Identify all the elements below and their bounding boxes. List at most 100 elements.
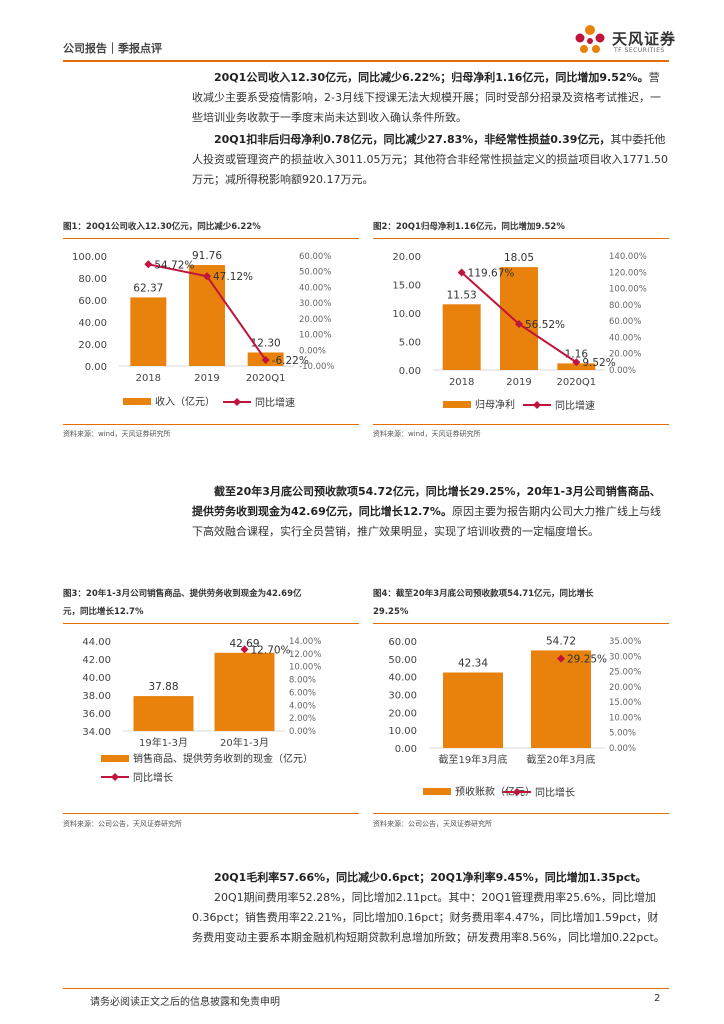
growth-rate-point	[240, 645, 249, 654]
paragraph-margins: 20Q1毛利率57.66%，同比减少0.6pct；20Q1净利率9.45%，同比…	[192, 868, 669, 948]
y-axis-right-tick-label: 140.00%	[609, 252, 647, 262]
y-axis-left-tick-label: 40.00	[78, 318, 107, 329]
y-axis-left-tick-label: 34.00	[82, 727, 111, 738]
bar	[442, 304, 481, 370]
logo-english-text: TF SECURITIES	[614, 47, 665, 54]
y-axis-right-tick-label: 25.00%	[609, 668, 641, 678]
y-axis-right-tick-label: 0.00%	[609, 744, 636, 754]
growth-rate-point	[557, 654, 565, 663]
growth-rate-label: 47.12%	[213, 271, 253, 283]
y-axis-left-tick-label: 80.00	[78, 274, 107, 285]
y-axis-right-tick-label: 10.00%	[299, 331, 331, 341]
bar	[557, 363, 596, 370]
y-axis-left-tick-label: 36.00	[82, 709, 111, 720]
bar-value-label: 42.69	[229, 638, 259, 650]
y-axis-left-tick-label: 30.00	[388, 691, 417, 702]
y-axis-right-tick-label: 50.00%	[299, 268, 331, 278]
growth-rate-label: -6.22%	[272, 355, 309, 367]
figure-2: 图2：20Q1归母净利1.16亿元，同比增加9.52% 20.00 15.00 10…	[373, 216, 669, 446]
paragraph-revenue-body: 营收减少主要系受疫情影响，2-3月线下授课无法大规模开展；同时受部分招录及资格考…	[192, 71, 661, 124]
paragraph-advance-receipts-highlight: 截至20年3月底公司预收款项54.72亿元，同比增长29.25%，20年1-3月…	[192, 485, 661, 518]
x-axis-category-label: 2019	[194, 373, 219, 384]
y-axis-right-tick-label: 0.00%	[609, 366, 636, 376]
header-divider	[63, 60, 669, 62]
figure-3-title-line-2: 元，同比增长12.7%	[63, 607, 144, 617]
figure-4-top-rule	[373, 623, 669, 624]
y-axis-right-tick-label: 40.00%	[299, 283, 331, 293]
y-axis-right-tick-label: 30.00%	[299, 299, 331, 309]
y-axis-left-tick-label: 38.00	[82, 691, 111, 702]
y-axis-right-tick-label: 14.00%	[289, 637, 321, 647]
legend-line-label: 同比增速	[255, 396, 295, 409]
figure-2-source: 资料来源：wind，天风证券研究所	[373, 430, 481, 438]
figure-3-source: 资料来源：公司公告，天风证券研究所	[63, 820, 182, 828]
figure-3-top-rule	[63, 623, 359, 624]
legend-line-marker	[533, 401, 541, 409]
bar	[500, 267, 538, 370]
x-axis-category-label: 截至19年3月底	[438, 753, 507, 766]
y-axis-left-tick-label: 10.00	[392, 309, 421, 320]
bar	[214, 652, 275, 731]
bar	[189, 265, 225, 366]
x-axis-category-label: 2018	[136, 373, 161, 384]
legend-line-marker	[111, 773, 119, 781]
x-axis-category-label: 2020Q1	[246, 373, 286, 384]
growth-rate-point	[144, 260, 153, 269]
growth-rate-label: 12.70%	[251, 644, 291, 656]
y-axis-right-tick-label: 20.00%	[609, 350, 641, 360]
y-axis-left-tick-label: 20.00	[392, 252, 421, 263]
legend-line-label: 同比增长	[535, 786, 575, 799]
y-axis-left-tick-label: 10.00	[388, 726, 417, 737]
paragraph-net-profit: 20Q1扣非后归母净利0.78亿元，同比减少27.83%，非经常性损益0.39亿…	[192, 130, 669, 190]
x-axis-category-label: 2020Q1	[556, 377, 596, 388]
figure-4-source: 资料来源：公司公告，天风证券研究所	[373, 820, 492, 828]
y-axis-right-tick-label: -10.00%	[299, 362, 334, 372]
logo-flower-icon	[575, 25, 605, 53]
company-logo: 天风证券 TF SECURITIES	[570, 22, 680, 60]
figure-4-title-line-1: 图4：截至20年3月底公司预收款项54.71亿元，同比增长	[373, 589, 594, 599]
figure-2-title: 图2：20Q1归母净利1.16亿元，同比增加9.52%	[373, 222, 565, 232]
figure-4-bottom-rule	[373, 813, 669, 814]
y-axis-right-tick-label: 5.00%	[609, 729, 636, 739]
y-axis-right-tick-label: 8.00%	[289, 676, 316, 686]
y-axis-left-tick-label: 0.00	[399, 366, 421, 377]
x-axis-category-label: 截至20年3月底	[526, 753, 595, 766]
legend-line-label: 同比增长	[133, 771, 173, 784]
legend-line-marker	[513, 788, 521, 796]
figure-1-source: 资料来源：wind，天风证券研究所	[63, 430, 171, 438]
y-axis-right-tick-label: 12.00%	[289, 650, 321, 660]
bar-value-label: 18.05	[504, 252, 534, 264]
y-axis-left-tick-label: 42.00	[82, 655, 111, 666]
y-axis-right-tick-label: 0.00%	[299, 346, 326, 356]
paragraph-advance-receipts: 截至20年3月底公司预收款项54.72亿元，同比增长29.25%，20年1-3月…	[192, 482, 669, 542]
legend-bar-swatch	[443, 401, 471, 408]
y-axis-right-tick-label: 15.00%	[609, 698, 641, 708]
y-axis-right-tick-label: 20.00%	[299, 315, 331, 325]
y-axis-right-tick-label: 120.00%	[609, 268, 647, 278]
growth-rate-point	[572, 358, 581, 367]
growth-rate-point	[457, 268, 466, 277]
growth-rate-point	[203, 272, 211, 281]
x-axis-category-label: 19年1-3月	[139, 736, 188, 749]
figure-2-top-rule	[373, 238, 669, 239]
growth-rate-label: 29.25%	[567, 654, 607, 666]
bar	[133, 696, 194, 731]
paragraph-revenue-highlight: 20Q1公司收入12.30亿元，同比减少6.22%；归母净利1.16亿元，同比增…	[214, 71, 649, 84]
y-axis-left-tick-label: 44.00	[82, 637, 111, 648]
y-axis-left-tick-label: 20.00	[78, 340, 107, 351]
y-axis-right-tick-label: 40.00%	[609, 333, 641, 343]
paragraph-net-profit-highlight: 20Q1扣非后归母净利0.78亿元，同比减少27.83%，非经常性损益0.39亿…	[214, 133, 611, 146]
y-axis-left-tick-label: 40.00	[388, 673, 417, 684]
y-axis-right-tick-label: 10.00%	[289, 663, 321, 673]
paragraph-margins-highlight: 20Q1毛利率57.66%，同比减少0.6pct；20Q1净利率9.45%，同比…	[214, 871, 647, 884]
figure-3-bottom-rule	[63, 813, 359, 814]
growth-rate-label: 54.72%	[154, 259, 194, 271]
growth-rate-label: 56.52%	[525, 319, 565, 331]
legend-bar-swatch	[123, 398, 151, 405]
figure-3-chart: 44.00 42.00 40.00 38.00 36.00 34.00 14.00% 12.0…	[82, 637, 321, 784]
figure-3: 图3：20年1-3月公司销售商品、提供劳务收到现金为42.69亿 元，同比增长1…	[63, 583, 359, 833]
figure-2-chart: 20.00 15.00 10.00 5.00 0.00 140.00% 120.00% 100…	[392, 252, 647, 412]
y-axis-left-tick-label: 0.00	[395, 744, 417, 755]
bar-value-label: 37.88	[148, 681, 178, 693]
figure-1: 图1：20Q1公司收入12.30亿元，同比减少6.22% 100.00 80.00…	[63, 216, 359, 446]
